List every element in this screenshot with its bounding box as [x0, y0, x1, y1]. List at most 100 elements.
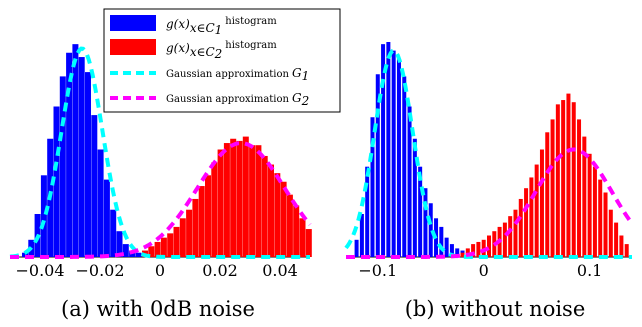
bar-class1-7	[391, 50, 396, 257]
bar-class2-24	[293, 205, 300, 257]
bar-class1-9	[402, 76, 407, 258]
bar-class2-20	[268, 164, 274, 257]
bar-class1-15	[116, 231, 123, 257]
bar-class2-24	[587, 153, 592, 257]
bar-class2-1	[148, 246, 155, 257]
bars-panel-b	[354, 42, 629, 258]
gaussian-curve-g2	[10, 141, 312, 259]
bar-class1-12	[97, 149, 104, 257]
bar-class1-8	[396, 59, 401, 258]
bar-class1-10	[407, 106, 412, 257]
bar-class2-21	[571, 102, 576, 257]
bar-class2-9	[198, 186, 205, 257]
bar-class2-10	[513, 209, 518, 257]
bar-class2-22	[577, 119, 582, 258]
bar-class1-19	[455, 248, 460, 257]
bar-class2-3	[160, 237, 167, 257]
bar-class2-11	[518, 198, 523, 257]
bar-class2-8	[502, 222, 507, 257]
bar-class1-10	[85, 72, 91, 257]
bar-class2-18	[255, 145, 262, 257]
bar-class1-4	[375, 74, 380, 257]
bar-class2-29	[614, 222, 619, 257]
bar-class2-12	[217, 149, 224, 257]
bar-class2-22	[280, 181, 287, 257]
gaussian-curve-g1	[344, 48, 632, 259]
x-tick-label: 0.02	[202, 261, 238, 280]
bar-class2-25	[592, 166, 597, 257]
bar-class1-8	[72, 44, 79, 258]
bar-class2-5	[173, 226, 180, 257]
caption-panel-b: (b) without noise	[405, 297, 586, 321]
panel-without-noise: −0.1 0 0.1 (b) without noise	[344, 42, 634, 321]
bar-class1-3	[370, 117, 375, 257]
bar-class2-23	[582, 136, 587, 257]
x-tick-label: −0.04	[15, 261, 64, 280]
bar-class1-0	[22, 252, 28, 257]
bar-class1-0	[354, 239, 359, 257]
bar-class2-25	[299, 218, 306, 257]
bar-class1-7	[66, 52, 73, 257]
bar-class1-5	[381, 44, 386, 258]
bar-class2-31	[624, 244, 629, 257]
legend-label-gaussian-g2: Gaussian approximation G2	[166, 91, 309, 108]
bar-class2-28	[608, 209, 613, 257]
bar-class2-27	[603, 192, 608, 257]
legend-label-gaussian-g1: Gaussian approximation G1	[166, 66, 309, 83]
bar-class2-3	[476, 241, 481, 257]
x-tick-label: 0	[479, 261, 489, 280]
bar-class2-15	[236, 140, 243, 257]
bar-class2-8	[192, 198, 199, 257]
bar-class1-11	[412, 138, 417, 257]
bar-class2-6	[179, 218, 186, 257]
caption-panel-a: (a) with 0dB noise	[61, 297, 255, 321]
bar-class2-11	[211, 162, 218, 257]
bar-class1-18	[449, 244, 454, 257]
bar-class2-19	[261, 155, 268, 257]
gaussian-curve-g1	[9, 46, 310, 259]
legend-label-class2-histogram: g(x)x∈C2histogram	[166, 40, 277, 61]
bars-panel-a	[22, 44, 312, 258]
bar-class2-2	[471, 244, 476, 257]
bar-class2-26	[598, 179, 603, 257]
bar-class2-2	[154, 241, 161, 257]
x-tick-label: 0.1	[577, 261, 602, 280]
tick-labels-panel-a: −0.04 −0.02 0 0.02 0.04	[15, 261, 297, 280]
bar-class2-20	[566, 93, 571, 257]
legend-swatch-class2-histogram	[110, 39, 156, 55]
bar-class2-14	[230, 138, 237, 257]
bar-class1-6	[59, 76, 66, 258]
tick-labels-panel-b: −0.1 0 0.1	[358, 261, 602, 280]
bar-class2-16	[545, 132, 550, 257]
bar-class1-17	[444, 237, 449, 257]
x-tick-label: 0.04	[262, 261, 298, 280]
bar-class2-15	[539, 149, 544, 257]
bar-class1-13	[103, 179, 110, 257]
legend: g(x)x∈C1histogram g(x)x∈C2histogram Gaus…	[103, 8, 341, 113]
bar-class2-18	[555, 104, 560, 257]
gaussian-curve-g2	[346, 147, 634, 259]
gaussian-curves-panel-b	[344, 48, 634, 259]
bar-class1-13	[423, 188, 428, 257]
bar-class2-13	[529, 177, 534, 257]
x-tick-label: 0	[155, 261, 165, 280]
bar-class1-18	[135, 252, 142, 257]
x-tick-label: −0.1	[358, 261, 397, 280]
bar-class1-11	[91, 115, 98, 257]
bar-class2-17	[249, 145, 256, 257]
legend-label-class1-histogram: g(x)x∈C1histogram	[166, 16, 277, 37]
bar-class2-26	[305, 229, 312, 257]
bar-class2-7	[186, 209, 193, 257]
bar-class2-13	[223, 143, 230, 257]
bar-class1-12	[418, 166, 423, 257]
bar-class2-19	[561, 100, 566, 257]
bar-class2-12	[524, 188, 529, 257]
bar-class2-9	[508, 216, 513, 257]
bar-class1-3	[40, 175, 47, 257]
bar-class1-14	[110, 209, 117, 257]
bar-class2-10	[205, 175, 211, 257]
gaussian-curves-panel-a	[9, 46, 312, 259]
bar-class2-30	[619, 235, 624, 257]
bar-class2-5	[487, 235, 491, 257]
